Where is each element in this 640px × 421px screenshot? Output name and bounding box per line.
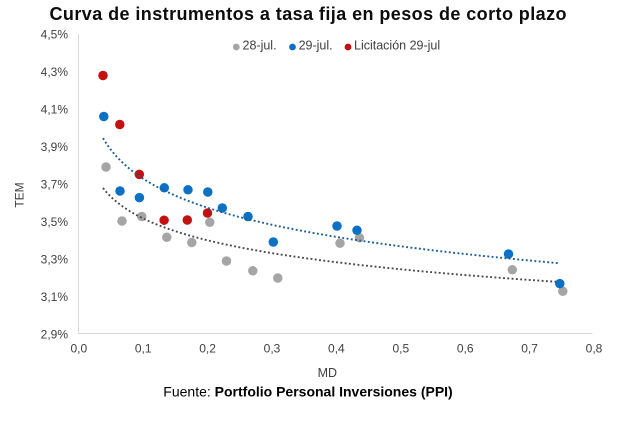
svg-text:3,7%: 3,7%: [41, 177, 69, 191]
svg-text:4,1%: 4,1%: [41, 102, 69, 116]
svg-text:28-jul.: 28-jul.: [243, 39, 277, 53]
svg-text:0,7: 0,7: [521, 341, 538, 355]
svg-text:3,9%: 3,9%: [41, 140, 69, 154]
svg-text:0,8: 0,8: [586, 341, 603, 355]
svg-text:0,3: 0,3: [264, 341, 281, 355]
svg-text:29-jul.: 29-jul.: [299, 39, 333, 53]
svg-text:0,4: 0,4: [328, 341, 345, 355]
svg-text:0,5: 0,5: [392, 341, 409, 355]
svg-text:MD: MD: [318, 366, 337, 380]
svg-text:2,9%: 2,9%: [41, 327, 69, 341]
svg-text:Fuente: Portfolio Personal Inv: Fuente: Portfolio Personal Inversiones (…: [163, 384, 452, 400]
svg-text:0,2: 0,2: [199, 341, 216, 355]
svg-text:Curva de instrumentos a tasa f: Curva de instrumentos a tasa fija en pes…: [50, 4, 567, 24]
svg-text:TEM: TEM: [13, 182, 27, 207]
svg-text:0,6: 0,6: [457, 341, 474, 355]
svg-text:4,3%: 4,3%: [41, 65, 69, 79]
svg-text:0,0: 0,0: [70, 341, 87, 355]
svg-text:Licitación 29-jul: Licitación 29-jul: [354, 39, 440, 53]
svg-text:3,1%: 3,1%: [41, 290, 69, 304]
svg-text:0,1: 0,1: [135, 341, 152, 355]
svg-text:4,5%: 4,5%: [41, 27, 69, 41]
svg-text:3,5%: 3,5%: [41, 215, 69, 229]
svg-text:3,3%: 3,3%: [41, 252, 69, 266]
